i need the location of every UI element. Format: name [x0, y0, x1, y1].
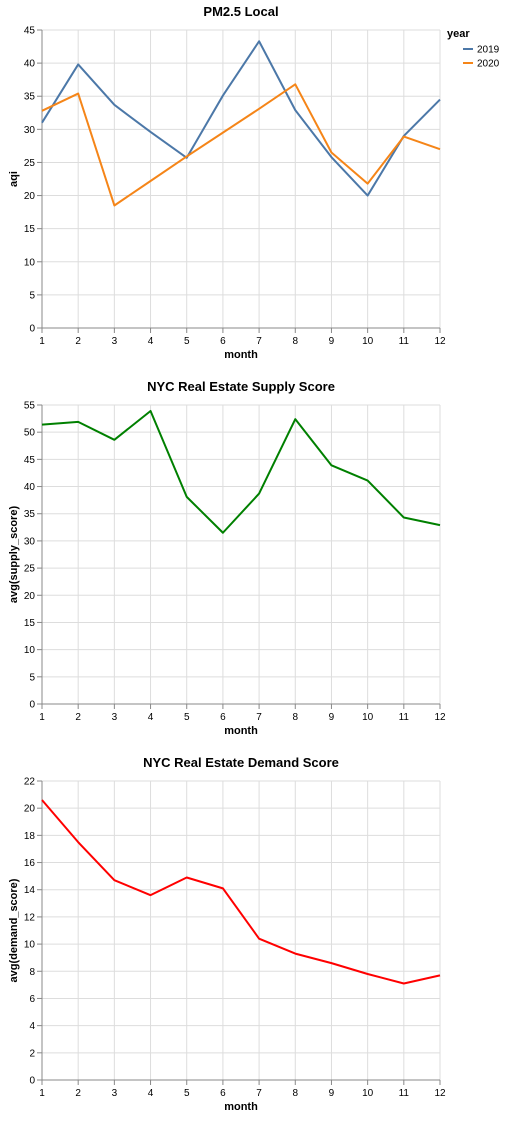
x-tick-label: 1 — [39, 712, 45, 723]
x-tick-label: 9 — [329, 712, 335, 723]
y-tick-label: 16 — [24, 858, 36, 869]
x-tick-label: 5 — [184, 336, 190, 347]
y-tick-label: 12 — [24, 912, 36, 923]
y-tick-label: 30 — [24, 125, 36, 136]
x-axis-title: month — [224, 349, 258, 361]
x-tick-label: 7 — [256, 712, 262, 723]
x-tick-label: 6 — [220, 336, 226, 347]
y-tick-label: 55 — [24, 401, 36, 412]
y-tick-label: 6 — [29, 994, 35, 1005]
x-tick-label: 11 — [399, 712, 410, 723]
x-tick-label: 8 — [292, 712, 298, 723]
y-tick-label: 20 — [24, 191, 36, 202]
y-axis-title: avg(demand_score) — [8, 878, 20, 982]
x-tick-label: 12 — [434, 712, 446, 723]
x-tick-label: 1 — [39, 1088, 45, 1099]
x-tick-label: 12 — [434, 1088, 446, 1099]
x-tick-label: 2 — [75, 712, 81, 723]
series-line — [41, 799, 441, 985]
x-tick-label: 9 — [329, 1088, 335, 1099]
y-tick-label: 15 — [24, 224, 36, 235]
series-line-2019 — [41, 40, 441, 197]
y-tick-label: 45 — [24, 455, 36, 466]
y-axis-title: avg(supply_score) — [8, 506, 20, 604]
x-tick-label: 1 — [39, 336, 45, 347]
y-tick-label: 10 — [24, 645, 36, 656]
y-tick-label: 22 — [24, 777, 36, 788]
x-tick-label: 11 — [399, 336, 410, 347]
x-tick-label: 3 — [112, 336, 118, 347]
x-tick-label: 4 — [148, 712, 154, 723]
x-tick-label: 12 — [434, 336, 446, 347]
x-tick-label: 5 — [184, 1088, 190, 1099]
x-tick-label: 10 — [362, 712, 374, 723]
x-axis-title: month — [224, 1101, 258, 1113]
chart-supply: 1 2 3 4 5 6 7 8 9 10 11 120510152025303540455055NYC… — [8, 379, 446, 737]
x-tick-label: 10 — [362, 1088, 374, 1099]
x-tick-label: 3 — [112, 1088, 118, 1099]
x-tick-label: 2 — [75, 1088, 81, 1099]
y-tick-label: 30 — [24, 536, 36, 547]
legend-title: year — [447, 28, 470, 40]
y-tick-label: 0 — [29, 324, 35, 335]
y-tick-label: 10 — [24, 940, 36, 951]
x-tick-label: 7 — [256, 336, 262, 347]
chart-title: NYC Real Estate Supply Score — [147, 379, 335, 394]
y-tick-label: 0 — [29, 1076, 35, 1087]
y-tick-label: 18 — [24, 831, 36, 842]
y-tick-label: 45 — [24, 26, 36, 37]
chart-title: NYC Real Estate Demand Score — [143, 755, 339, 770]
x-tick-label: 10 — [362, 336, 374, 347]
x-tick-label: 3 — [112, 712, 118, 723]
y-tick-label: 15 — [24, 618, 36, 629]
x-tick-label: 8 — [292, 336, 298, 347]
y-tick-label: 50 — [24, 428, 36, 439]
legend-label: 2019 — [477, 45, 500, 56]
y-tick-label: 14 — [24, 885, 36, 896]
y-tick-label: 8 — [29, 967, 35, 978]
x-tick-label: 4 — [148, 1088, 154, 1099]
x-tick-label: 8 — [292, 1088, 298, 1099]
y-tick-label: 5 — [29, 290, 35, 301]
y-tick-label: 40 — [24, 59, 36, 70]
x-tick-label: 9 — [329, 336, 335, 347]
x-tick-label: 7 — [256, 1088, 262, 1099]
y-tick-label: 5 — [29, 672, 35, 683]
series-line — [41, 409, 441, 534]
x-tick-label: 6 — [220, 1088, 226, 1099]
y-tick-label: 40 — [24, 482, 36, 493]
x-axis-title: month — [224, 725, 258, 737]
series-line-2020 — [41, 83, 441, 207]
y-tick-label: 35 — [24, 92, 36, 103]
y-axis-title: aqi — [8, 171, 20, 187]
y-tick-label: 10 — [24, 257, 36, 268]
x-tick-label: 11 — [399, 1088, 410, 1099]
y-tick-label: 20 — [24, 804, 36, 815]
legend-label: 2020 — [477, 59, 500, 70]
y-tick-label: 35 — [24, 509, 36, 520]
x-tick-label: 2 — [75, 336, 81, 347]
y-tick-label: 25 — [24, 158, 36, 169]
y-tick-label: 0 — [29, 700, 35, 711]
x-tick-label: 5 — [184, 712, 190, 723]
x-tick-label: 6 — [220, 712, 226, 723]
y-tick-label: 2 — [29, 1048, 35, 1059]
y-tick-label: 25 — [24, 564, 36, 575]
y-tick-label: 4 — [29, 1021, 35, 1032]
chart-title: PM2.5 Local — [203, 4, 278, 19]
y-tick-label: 20 — [24, 591, 36, 602]
x-tick-label: 4 — [148, 336, 154, 347]
